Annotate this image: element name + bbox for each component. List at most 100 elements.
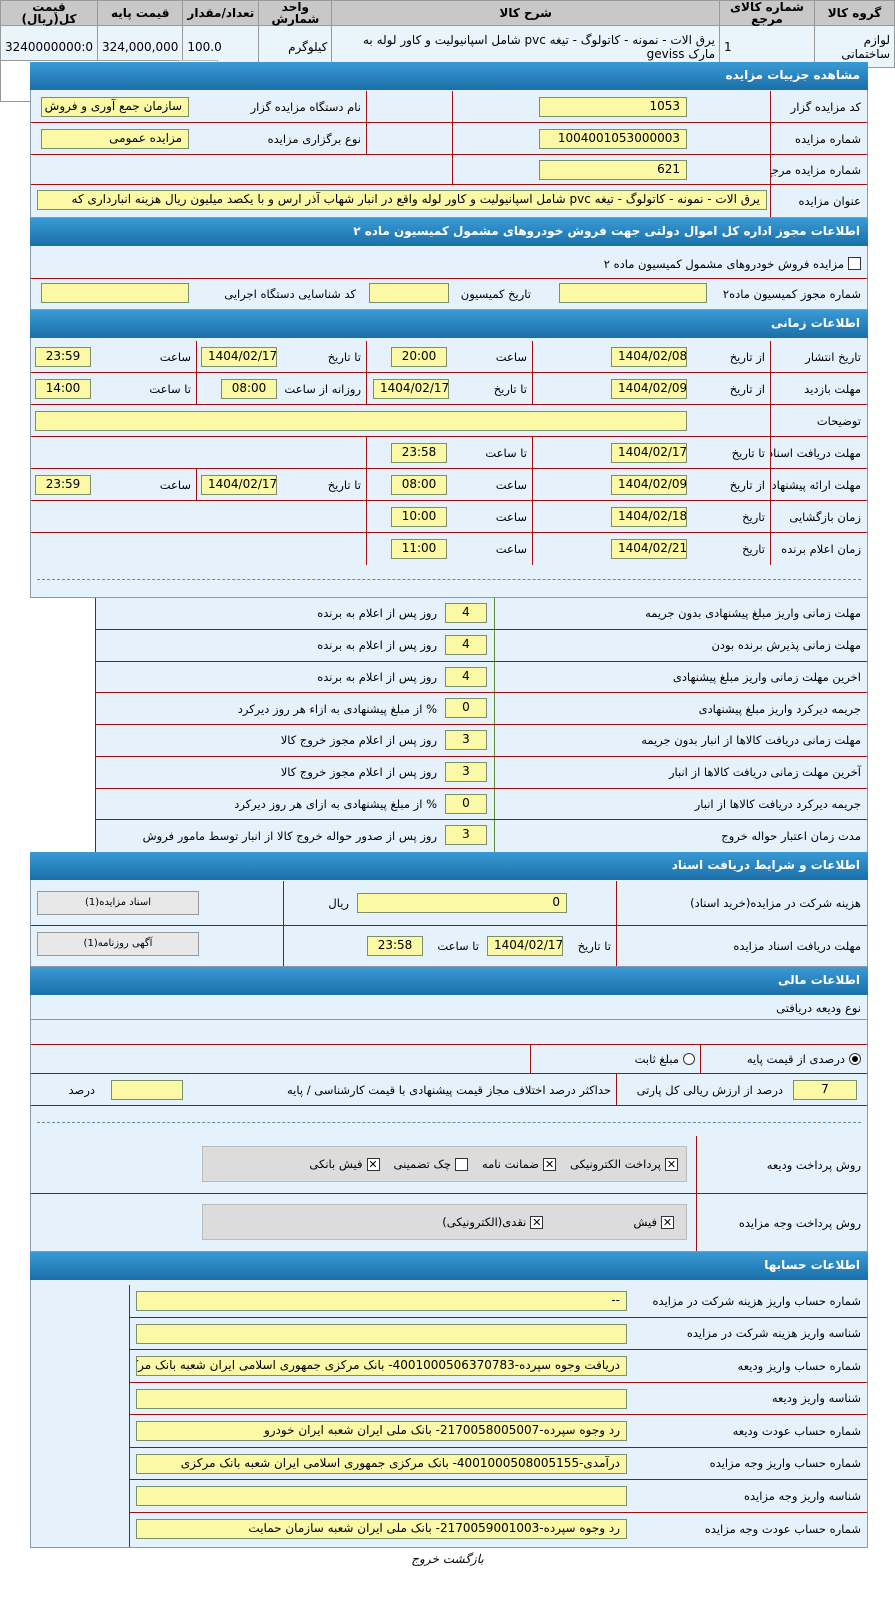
checked-checkbox[interactable]: ✕ <box>366 1157 380 1171</box>
row-doc-fee: هزینه شرکت در مزایده(خرید اسناد) 0 ریال … <box>31 881 867 926</box>
offer-to-time[interactable]: 23:59 <box>35 475 91 495</box>
payment-method-option[interactable]: ✕ فیش <box>633 1215 674 1229</box>
divider <box>494 661 495 693</box>
visit-from-date[interactable]: 1404/02/09 <box>611 379 687 399</box>
back-link[interactable]: بازگشت <box>442 1552 484 1566</box>
label: عنوان مزایده <box>798 194 861 208</box>
account-label: شماره حساب واریز هزینه شرکت در مزایده <box>652 1293 861 1308</box>
label: توضیحات <box>816 413 861 428</box>
account-value-field[interactable]: دریافت وجوه سپرده-4001000506370783- بانک… <box>136 1356 627 1376</box>
account-value-field[interactable]: رد وجوه سپرده-2170058005007- بانک ملی ای… <box>136 1421 627 1441</box>
auction-type-field[interactable]: مزایده عمومی <box>41 129 189 149</box>
account-value-field[interactable]: -- <box>136 1291 627 1311</box>
deadline-value-field[interactable]: 4 <box>445 666 487 687</box>
account-value-field[interactable]: درآمدی-4001000508005155- بانک مرکزی جمهو… <box>136 1453 627 1474</box>
payment-method-option[interactable]: چک تضمینی <box>394 1157 468 1171</box>
col-total: قیمت کل(ریال) <box>0 0 99 26</box>
commission-checkbox[interactable] <box>848 257 861 270</box>
payment-method-option[interactable]: ✕ پرداخت الکترونیکی <box>570 1157 678 1171</box>
deposit-percent-field[interactable]: 7 <box>793 1080 857 1100</box>
checked-checkbox[interactable]: ✕ <box>661 1215 674 1229</box>
radio-fixed[interactable] <box>683 1053 695 1065</box>
checkbox[interactable] <box>454 1157 468 1171</box>
deadline-value-field[interactable]: 3 <box>445 730 487 750</box>
deadline-value-field[interactable]: 4 <box>445 603 487 623</box>
auction-no-field[interactable]: 1004001053000003 <box>539 129 687 149</box>
radio-percent-wrap[interactable]: درصدی از قیمت پایه <box>741 1045 867 1073</box>
deadline-value-field[interactable]: 3 <box>445 825 487 846</box>
doc-deadline-date[interactable]: 1404/02/17 <box>487 936 563 956</box>
org-name-field[interactable]: سازمان جمع آوری و فروش امو <box>41 97 189 117</box>
doc-deadline-time[interactable]: 23:58 <box>367 936 423 956</box>
publish-from-date[interactable]: 1404/02/08 <box>611 347 687 367</box>
checked-checkbox[interactable]: ✕ <box>665 1157 678 1171</box>
deadline-row: مهلت زمانی واریز مبلغ پیشنهادی بدون جریم… <box>96 598 867 630</box>
account-value-field[interactable] <box>136 1486 627 1506</box>
label: از تاریخ <box>729 381 765 396</box>
checked-checkbox[interactable]: ✕ <box>530 1215 544 1229</box>
publish-to-time[interactable]: 23:59 <box>35 347 91 367</box>
auction-documents-button[interactable]: اسناد مزایده(1) <box>37 891 199 915</box>
deadline-value-field[interactable]: 4 <box>445 634 487 655</box>
label: تا تاریخ <box>731 445 765 460</box>
account-label: شناسه واریز وجه مزایده <box>743 1488 861 1503</box>
publish-from-time[interactable]: 20:00 <box>391 347 447 367</box>
account-value-field[interactable]: رد وجوه سپرده-2170059001003- بانک ملی ای… <box>136 1518 627 1539</box>
ref-no-field[interactable]: 621 <box>539 160 687 180</box>
visit-from-time[interactable]: 08:00 <box>221 379 277 399</box>
label: حداکثر درصد اختلاف مجاز قیمت پیشنهادی با… <box>286 1082 611 1097</box>
account-label: شماره حساب عودت ودیعه <box>732 1423 861 1438</box>
deadline-label: جریمه دیرکرد واریز مبلغ پیشنهادی <box>698 701 861 716</box>
label: ریال <box>328 896 349 910</box>
label: ساعت <box>495 542 527 556</box>
deadline-label: مدت زمان اعتبار حواله خروج <box>721 829 861 844</box>
docs-date[interactable]: 1404/02/17 <box>611 443 687 463</box>
account-value-field[interactable] <box>136 1388 627 1409</box>
section-header-financial: اطلاعات مالی <box>30 967 868 995</box>
deadline-value-field[interactable]: 0 <box>445 793 487 814</box>
publish-to-date[interactable]: 1404/02/17 <box>201 347 277 367</box>
checked-checkbox[interactable]: ✕ <box>543 1157 557 1171</box>
max-diff-field[interactable] <box>111 1080 183 1100</box>
label: ساعت <box>495 477 527 492</box>
executive-id-field[interactable] <box>41 283 189 303</box>
offer-from-time[interactable]: 08:00 <box>391 475 447 495</box>
account-value-field[interactable] <box>136 1323 627 1344</box>
label: تا تاریخ <box>493 381 527 396</box>
visit-to-time[interactable]: 14:00 <box>35 379 91 399</box>
subject-field[interactable]: یرق الات - نمونه - کاتولوگ - تیغه pvc شا… <box>37 190 767 210</box>
auctioneer-code-field[interactable]: 1053 <box>539 97 687 117</box>
label: تاریخ انتشار <box>805 349 861 364</box>
doc-fee-field[interactable]: 0 <box>357 893 567 913</box>
label: ساعت <box>495 349 527 364</box>
col-base: قیمت پایه <box>97 0 184 26</box>
exit-link[interactable]: خروج <box>411 1552 439 1566</box>
deadline-value-field[interactable]: 0 <box>445 698 487 719</box>
label: پرداخت الکترونیکی <box>570 1157 661 1171</box>
newspaper-ad-button[interactable]: آگهی روزنامه(1) <box>37 932 199 956</box>
docs-time[interactable]: 23:58 <box>391 443 447 463</box>
commission-date-field[interactable] <box>369 283 449 303</box>
offer-from-date[interactable]: 1404/02/09 <box>611 475 687 495</box>
section-header-details: مشاهده جزییات مزایده <box>30 62 868 90</box>
notes-field[interactable] <box>35 411 687 431</box>
radio-percent[interactable] <box>849 1053 861 1065</box>
permit-field[interactable] <box>559 283 707 303</box>
winner-date[interactable]: 1404/02/21 <box>611 539 687 559</box>
offer-to-date[interactable]: 1404/02/17 <box>201 475 277 495</box>
account-row: شماره حساب عودت وجه مزایده رد وجوه سپرده-… <box>130 1513 867 1546</box>
label: زمان اعلام برنده <box>781 542 861 556</box>
deadline-row: جریمه دیرکرد دریافت کالاها از انبار 0 % از… <box>96 788 867 821</box>
payment-method-option[interactable]: ✕ فیش بانکی <box>309 1157 380 1171</box>
payment-method-option[interactable]: ✕ ضمانت نامه <box>482 1157 557 1171</box>
row-subject: عنوان مزایده یرق الات - نمونه - کاتولوگ … <box>31 185 867 217</box>
visit-to-date[interactable]: 1404/02/17 <box>373 379 449 399</box>
opening-time[interactable]: 10:00 <box>391 507 447 527</box>
winner-time[interactable]: 11:00 <box>391 539 447 559</box>
deadline-value-field[interactable]: 3 <box>445 761 487 782</box>
deadline-label: اخرین مهلت زمانی واریز مبلغ پیشنهادی <box>672 669 861 684</box>
opening-date[interactable]: 1404/02/18 <box>611 507 687 527</box>
payment-method-option[interactable]: ✕ نقدی(الکترونیکی) <box>442 1215 544 1229</box>
radio-fixed-wrap[interactable]: مبلغ ثابت <box>629 1045 701 1073</box>
deadline-suffix: روز پس از اعلام مجوز خروج کالا <box>280 765 437 780</box>
